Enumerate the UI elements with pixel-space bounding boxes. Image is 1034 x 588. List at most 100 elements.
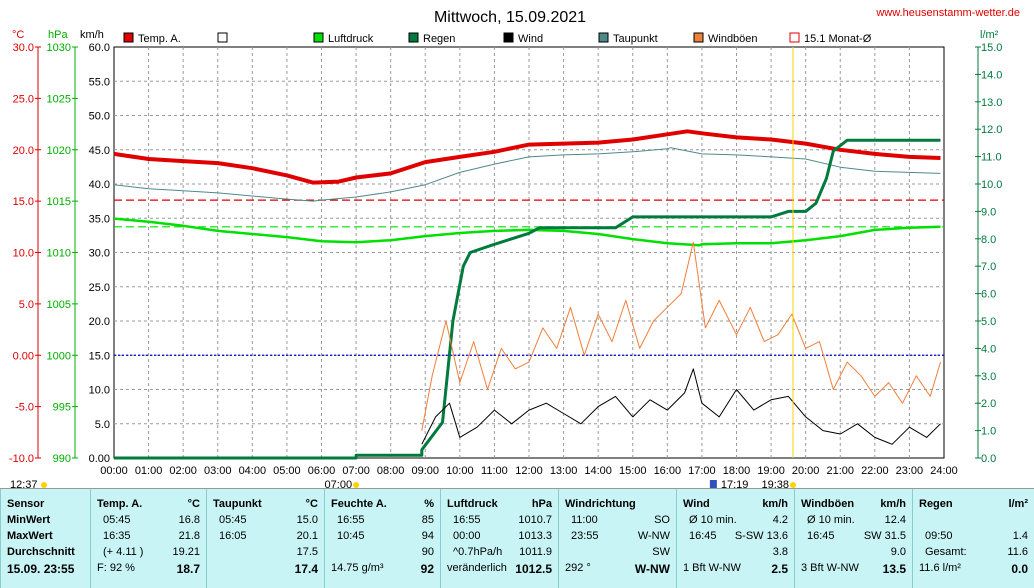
mid-marker (709, 480, 717, 488)
series-line (113, 217, 941, 247)
x-tick-label: 04:00 (239, 465, 267, 477)
x-tick-label: 13:00 (550, 465, 578, 477)
press-tick-label: 1015 (47, 196, 71, 208)
column-header: Taupunkt (213, 498, 262, 510)
legend-swatch (313, 32, 324, 43)
x-tick-label: 03:00 (204, 465, 232, 477)
x-tick-label: 08:00 (377, 465, 405, 477)
sunrise-marker (353, 482, 360, 488)
x-tick-label: 06:00 (308, 465, 336, 477)
dewpoint-column: Taupunkt °C 05:45 15.0 16:05 20.1 17.5 17.4 (206, 489, 324, 588)
series-line (421, 241, 941, 431)
max-row-label: MaxWert (7, 530, 53, 542)
row-label: 16:05 (219, 530, 247, 542)
column-unit: % (424, 498, 434, 510)
column-unit: °C (187, 498, 200, 510)
press-tick-label: 1000 (47, 350, 71, 362)
x-tick-label: 07:00 (342, 465, 370, 477)
row-value: 85 (421, 514, 434, 526)
row-value: W-NW (637, 530, 670, 542)
press-tick-label: 990 (53, 453, 71, 465)
rain-tick-label: 10.0 (981, 179, 1002, 191)
current-value: 18.7 (176, 562, 200, 576)
footer-label: 11.6 l/m² (919, 562, 961, 574)
site-link[interactable]: www.heusenstamm-wetter.de (875, 7, 1020, 19)
row-value: 15.0 (296, 514, 318, 526)
legend-swatch (503, 32, 514, 43)
rain-tick-label: 15.0 (981, 42, 1002, 54)
x-tick-label: 19:00 (757, 465, 785, 477)
current-value: 17.4 (294, 562, 318, 576)
temp-tick-label: 20.0 (13, 145, 34, 157)
legend-item: Regen (408, 32, 455, 45)
press-unit-label: hPa (48, 29, 68, 41)
x-tick-label: 22:00 (861, 465, 889, 477)
row-value: 1013.3 (518, 530, 552, 542)
legend-item: Luftdruck (313, 32, 374, 45)
row-value: 90 (421, 546, 434, 558)
row-value: 1.4 (1012, 530, 1028, 542)
legend-swatch (693, 32, 704, 43)
series-line (113, 147, 941, 202)
sunset-marker (789, 482, 796, 488)
x-tick-label: 15:00 (619, 465, 647, 477)
row-label: 16:35 (103, 530, 131, 542)
sunset-label: 19:38 (761, 479, 789, 488)
legend-item: Windböen (693, 32, 758, 45)
legend-label: Windböen (708, 33, 758, 45)
current-value: 1012.5 (515, 562, 552, 576)
stats-panel: Sensor MinWert MaxWert Durchschnitt 15.0… (0, 488, 1034, 588)
column-header: Windrichtung (565, 498, 636, 510)
current-value: 0.0 (1011, 562, 1028, 576)
avg-row-label: Durchschnitt (7, 546, 75, 558)
wind-tick-label: 35.0 (89, 213, 110, 225)
legend-item: Wind (503, 32, 543, 45)
temp-unit-label: °C (12, 29, 24, 41)
row-label: 05:45 (103, 514, 131, 526)
wind-unit-label: km/h (80, 29, 104, 41)
footer-label: F: 92 % (97, 562, 135, 574)
row-value: SW (652, 546, 670, 558)
rain-tick-label: 12.0 (981, 124, 1002, 136)
column-unit: °C (305, 498, 318, 510)
footer-label: 1 Bft W-NW (683, 562, 741, 574)
row-value: S-SW 13.6 (734, 530, 788, 542)
current-value: 2.5 (771, 562, 788, 576)
row-value: 20.1 (296, 530, 318, 542)
row-label: 16:45 (807, 530, 835, 542)
x-tick-label: 00:00 (100, 465, 128, 477)
wind-column: Wind km/h Ø 10 min. 4.2 16:45 S-SW 13.6 3.8 1 B… (676, 489, 794, 588)
wind-tick-label: 0.00 (89, 453, 110, 465)
row-label: 11:00 (571, 514, 598, 526)
column-unit: hPa (531, 498, 552, 510)
temp-tick-label: -5.0 (15, 402, 34, 414)
temp-tick-label: 25.0 (13, 93, 34, 105)
prev-marker-label: 12:37 (10, 479, 38, 488)
press-tick-label: 1025 (47, 93, 71, 105)
row-value: 17.5 (296, 546, 318, 558)
x-tick-label: 02:00 (169, 465, 197, 477)
min-row-label: MinWert (7, 514, 51, 526)
gust-column: Windböen km/h Ø 10 min. 12.4 16:45 SW 31.5 9.0… (794, 489, 912, 588)
rain-column: Regen l/m² 09:50 1.4 Gesamt: 11.6 11.6 l/m² 0.0 (912, 489, 1034, 588)
wind-tick-label: 50.0 (89, 111, 110, 123)
row-value: 21.8 (178, 530, 200, 542)
plot-area: 30.0 25.0 20.0 15.0 10.0 5.0 0.00 -5.0 -10.0 1030… (9, 42, 1002, 488)
x-tick-label: 17:00 (688, 465, 716, 477)
legend-swatch (598, 32, 609, 43)
legend-label: Regen (423, 33, 455, 45)
temp-tick-label: 30.0 (13, 42, 34, 54)
x-tick-label: 16:00 (654, 465, 682, 477)
wind-tick-label: 45.0 (89, 145, 110, 157)
wind-tick-label: 25.0 (89, 282, 110, 294)
legend-label: 15.1 Monat-Ø (804, 33, 872, 45)
wind-tick-label: 55.0 (89, 76, 110, 88)
column-header: Luftdruck (447, 498, 498, 510)
current-time: 15.09. 23:55 (7, 562, 75, 576)
row-label: (+ 4.11 ) (103, 546, 144, 558)
wind-tick-label: 5.0 (95, 419, 110, 431)
rain-tick-label: 2.0 (981, 398, 996, 410)
footer-label: 292 ° (565, 562, 591, 574)
row-label: 10:45 (337, 530, 365, 542)
series-line (421, 368, 941, 445)
